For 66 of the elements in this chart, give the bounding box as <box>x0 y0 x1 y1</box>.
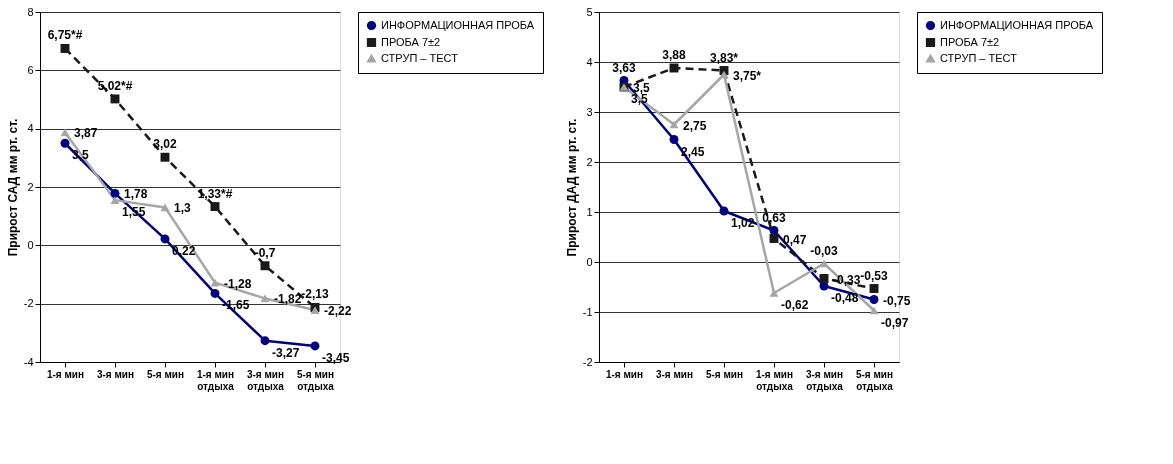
legend-label: СТРУП – ТЕСТ <box>940 51 1018 64</box>
data-label: -1,82 <box>274 292 302 307</box>
y-tick-label: -1 <box>582 305 593 318</box>
data-label: -0,03 <box>810 243 838 258</box>
data-label: 3,02 <box>153 137 177 152</box>
y-tick-label: 4 <box>27 122 34 135</box>
data-label: 3,5 <box>631 92 649 106</box>
y-tick-label: -4 <box>23 355 34 368</box>
x-tick-label: 1-я мин отдыха <box>196 368 235 392</box>
data-label: 3,5 <box>633 81 651 95</box>
data-label: 5,02*# <box>97 78 133 93</box>
x-tick-label: 3-я мин отдыха <box>246 368 285 392</box>
data-label: -0,62 <box>781 298 809 312</box>
x-tick-label: 5-я мин отдыха <box>296 368 335 392</box>
legend-label: ИНФОРМАЦИОННАЯ ПРОБА <box>940 18 1094 31</box>
data-label: -1,28 <box>224 276 252 291</box>
data-label: 6,75*# <box>47 28 83 43</box>
data-label: -3,45 <box>322 350 350 365</box>
legend-label: СТРУП – ТЕСТ <box>381 51 459 64</box>
y-tick-label: 2 <box>27 180 34 193</box>
x-tick-label: 3-я мин <box>96 368 135 380</box>
x-tick-label: 1-я мин <box>605 368 644 380</box>
y-tick-label: 1 <box>586 205 593 218</box>
y-tick-label: 0 <box>27 238 34 251</box>
y-axis-title: Прирост САД мм рт. ст. <box>5 118 20 257</box>
legend-label: ИНФОРМАЦИОННАЯ ПРОБА <box>381 18 535 31</box>
data-label: -3,27 <box>272 345 300 360</box>
x-tick-label: 1-я мин отдыха <box>755 368 794 392</box>
data-label: 3,83* <box>709 50 739 65</box>
data-label: 3,88 <box>662 48 686 62</box>
y-tick-label: 4 <box>586 55 593 68</box>
data-label: 3,87 <box>74 126 98 141</box>
y-tick-label: -2 <box>582 355 593 368</box>
data-label: 3,63 <box>612 60 636 75</box>
y-tick-label: 3 <box>586 105 593 118</box>
data-label: -0,53 <box>860 268 888 283</box>
data-label: -0,7 <box>254 245 276 260</box>
data-label: -2,13 <box>301 287 329 302</box>
data-label: 3,75* <box>733 68 762 83</box>
y-tick-label: 5 <box>586 5 593 18</box>
legend-label: ПРОБА 7±2 <box>381 35 441 48</box>
y-axis-title: Прирост ДАД мм рт. ст. <box>564 118 579 257</box>
data-label: 0,63 <box>762 210 786 225</box>
data-label: 1,02 <box>731 216 755 230</box>
data-label: -0,97 <box>881 315 909 330</box>
data-label: 1,3 <box>174 201 192 216</box>
y-tick-label: 6 <box>27 63 34 76</box>
y-tick-label: -2 <box>23 297 34 310</box>
legend-label: ПРОБА 7±2 <box>940 35 1000 48</box>
data-label: -0,48 <box>831 291 859 305</box>
data-label: 2,75 <box>683 118 707 133</box>
x-tick-label: 5-я мин <box>146 368 185 380</box>
y-tick-label: 8 <box>27 5 34 18</box>
data-label: -2,22 <box>324 304 352 319</box>
data-label: 1,33*# <box>197 186 233 201</box>
data-label: -0,33 <box>833 272 861 287</box>
x-tick-label: 3-я мин <box>655 368 694 380</box>
data-label: 0,47 <box>783 232 807 247</box>
data-label: -0,75 <box>883 293 911 308</box>
x-tick-label: 5-я мин отдыха <box>855 368 894 392</box>
x-tick-label: 5-я мин <box>705 368 744 380</box>
y-tick-label: 2 <box>586 155 593 168</box>
data-label: 1,78 <box>124 187 148 202</box>
x-tick-label: 3-я мин отдыха <box>805 368 844 392</box>
y-tick-label: 0 <box>586 255 593 268</box>
x-tick-label: 1-я мин <box>46 368 85 380</box>
